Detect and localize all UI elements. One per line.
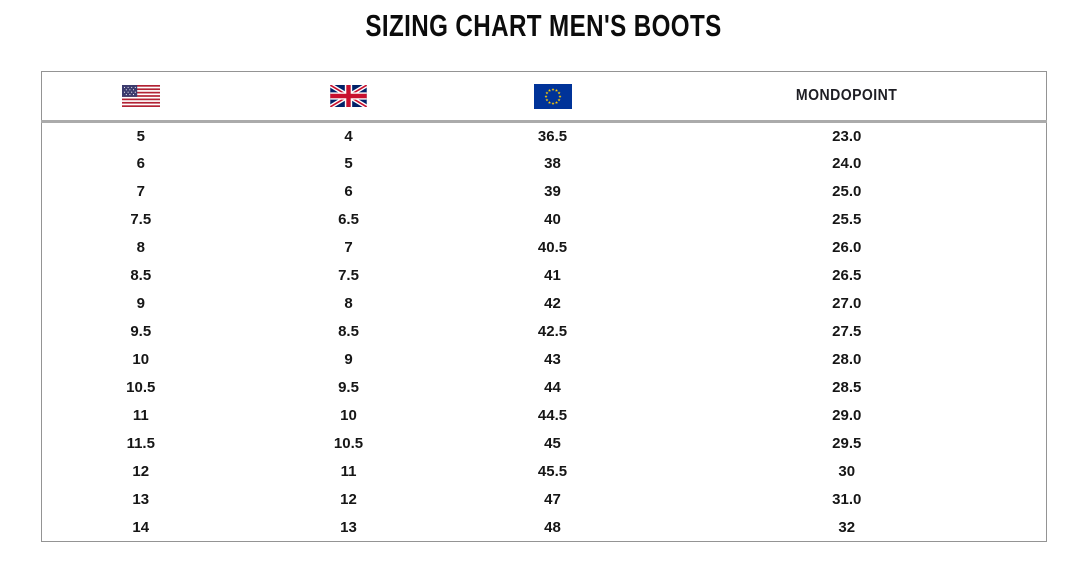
size-cell: 44 — [544, 379, 561, 396]
sizing-table: MONDOPOINT 5 4 36.5 23.0 6 5 38 24.0 7 6 39 25.0 7.5… — [41, 71, 1047, 542]
size-cell: 26.0 — [832, 239, 862, 256]
size-cell: 9.5 — [338, 379, 359, 396]
column-header-eu — [457, 71, 648, 123]
size-cell: 10 — [132, 351, 150, 368]
page-title: SIZING CHART MEN'S BOOTS — [365, 8, 722, 43]
size-cell: 40 — [544, 211, 561, 228]
size-cell: 8 — [344, 295, 353, 312]
size-cell: 10 — [340, 407, 357, 424]
size-cell: 27.0 — [832, 295, 862, 312]
table-row: 14 13 48 32 — [42, 514, 1047, 542]
size-cell: 26.5 — [832, 267, 862, 284]
size-cell: 30 — [838, 463, 856, 480]
column-header-us — [41, 71, 240, 123]
size-cell: 8.5 — [130, 267, 152, 284]
size-cell: 45.5 — [537, 463, 568, 480]
table-row: 13 12 47 31.0 — [42, 486, 1047, 514]
size-cell: 4 — [344, 127, 353, 145]
mondopoint-header-label: MONDOPOINT — [796, 87, 898, 104]
size-cell: 47 — [544, 491, 561, 508]
table-row: 8 7 40.5 26.0 — [42, 234, 1047, 262]
size-cell: 36.5 — [537, 127, 568, 145]
table-row: 9 8 42 27.0 — [42, 290, 1047, 318]
size-cell: 24.0 — [832, 155, 862, 172]
size-cell: 6.5 — [338, 211, 359, 228]
size-cell: 28.5 — [832, 379, 862, 396]
size-cell: 28.0 — [832, 351, 862, 368]
table-row: 11.5 10.5 45 29.5 — [42, 430, 1047, 458]
size-cell: 9 — [136, 295, 145, 312]
size-cell: 11 — [340, 463, 357, 480]
size-cell: 6 — [344, 183, 353, 200]
size-cell: 31.0 — [832, 491, 862, 508]
size-cell: 25.5 — [832, 211, 862, 228]
size-cell: 10.5 — [126, 379, 156, 396]
size-cell: 29.5 — [832, 435, 862, 452]
size-cell: 9.5 — [130, 323, 152, 340]
table-row: 12 11 45.5 30 — [42, 458, 1047, 486]
table-row: 9.5 8.5 42.5 27.5 — [42, 318, 1047, 346]
size-cell: 5 — [344, 155, 353, 172]
header-row: MONDOPOINT — [41, 71, 1047, 123]
size-cell: 7 — [136, 183, 145, 200]
table-row: 7 6 39 25.0 — [42, 178, 1047, 206]
size-cell: 7.5 — [130, 211, 152, 228]
size-cell: 11.5 — [126, 435, 155, 452]
size-cell: 8 — [136, 239, 145, 256]
size-cell: 23.0 — [832, 127, 862, 145]
size-cell: 6 — [136, 155, 145, 172]
size-cell: 8.5 — [338, 323, 359, 340]
size-cell: 44.5 — [537, 407, 568, 424]
size-cell: 14 — [132, 518, 150, 536]
table-row: 11 10 44.5 29.0 — [42, 402, 1047, 430]
table-header: MONDOPOINT — [41, 71, 1047, 123]
size-cell: 27.5 — [832, 323, 862, 340]
size-cell: 48 — [544, 518, 561, 536]
column-header-uk — [239, 71, 458, 123]
size-cell: 42 — [544, 295, 561, 312]
size-cell: 25.0 — [832, 183, 862, 200]
table-row: 8.5 7.5 41 26.5 — [42, 262, 1047, 290]
size-cell: 12 — [340, 491, 357, 508]
column-header-mondopoint: MONDOPOINT — [647, 71, 1047, 123]
eu-flag-icon — [533, 83, 572, 109]
size-cell: 7 — [344, 239, 353, 256]
size-cell: 7.5 — [338, 267, 359, 284]
size-cell: 39 — [544, 183, 561, 200]
size-cell: 43 — [544, 351, 561, 368]
table-row: 5 4 36.5 23.0 — [42, 122, 1047, 150]
table-row: 6 5 38 24.0 — [42, 150, 1047, 178]
size-cell: 10.5 — [333, 435, 364, 452]
size-cell: 12 — [132, 463, 150, 480]
table-row: 10 9 43 28.0 — [42, 346, 1047, 374]
size-cell: 29.0 — [832, 407, 862, 424]
table-row: 10.5 9.5 44 28.5 — [42, 374, 1047, 402]
size-cell: 32 — [838, 518, 856, 536]
size-cell: 13 — [132, 491, 150, 508]
size-cell: 11 — [132, 407, 149, 424]
size-cell: 41 — [544, 267, 561, 284]
size-cell: 13 — [340, 518, 357, 536]
size-cell: 5 — [136, 127, 145, 145]
us-flag-icon — [121, 85, 160, 107]
table-row: 7.5 6.5 40 25.5 — [42, 206, 1047, 234]
table-body: 5 4 36.5 23.0 6 5 38 24.0 7 6 39 25.0 7.5 6.5 40 25.5 8 7… — [42, 122, 1047, 542]
size-cell: 38 — [544, 155, 561, 172]
uk-flag-icon — [330, 85, 367, 107]
size-cell: 9 — [344, 351, 353, 368]
size-cell: 45 — [544, 435, 561, 452]
size-cell: 42.5 — [537, 323, 568, 340]
size-cell: 40.5 — [537, 239, 568, 256]
